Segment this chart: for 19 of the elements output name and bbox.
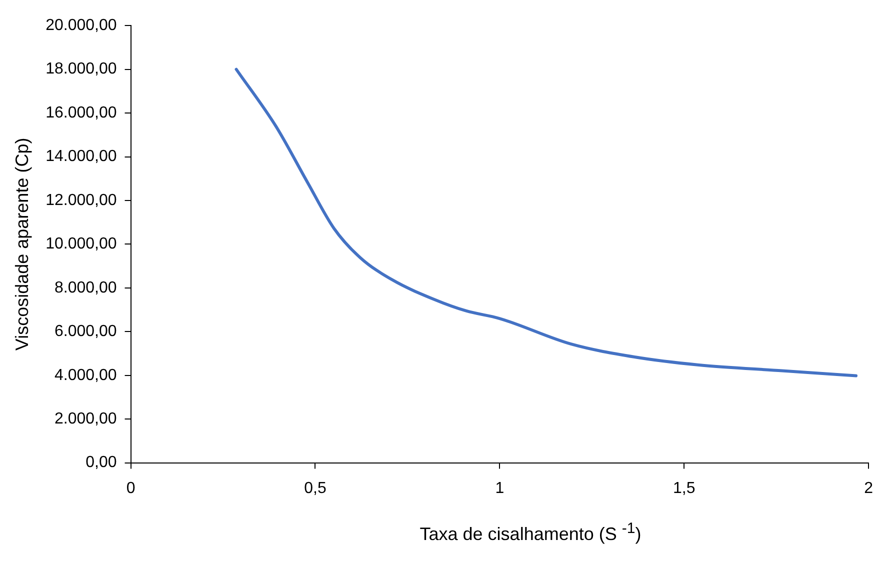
y-tick-label: 0,00: [86, 454, 117, 472]
y-tick-label: 4.000,00: [54, 366, 117, 384]
y-tick-label: 14.000,00: [46, 148, 117, 166]
y-tick-label: 6.000,00: [54, 323, 117, 340]
y-tick-label: 10.000,00: [46, 236, 117, 253]
x-tick-label: 2: [864, 480, 874, 497]
x-tick-label: 0: [126, 480, 136, 497]
line-series: [234, 68, 858, 378]
y-tick-label: 20.000,00: [46, 17, 117, 34]
x-axis-title: Taxa de cisalhamento (S $^{-1}$): [418, 520, 642, 545]
x-tick-label: 1,5: [672, 480, 696, 497]
y-axis-title: Viscosidade aparente (Cp): [12, 138, 32, 351]
x-tick-label: 0,5: [304, 480, 326, 497]
y-tick-label: 18.000,00: [46, 60, 117, 78]
y-tick-label: 8.000,00: [54, 279, 117, 296]
y-tick-label: 16.000,00: [46, 104, 117, 122]
y-tick-label: 12.000,00: [46, 192, 117, 209]
y-tick-label: 2.000,00: [54, 410, 117, 428]
x-tick-label: 1: [495, 480, 504, 497]
